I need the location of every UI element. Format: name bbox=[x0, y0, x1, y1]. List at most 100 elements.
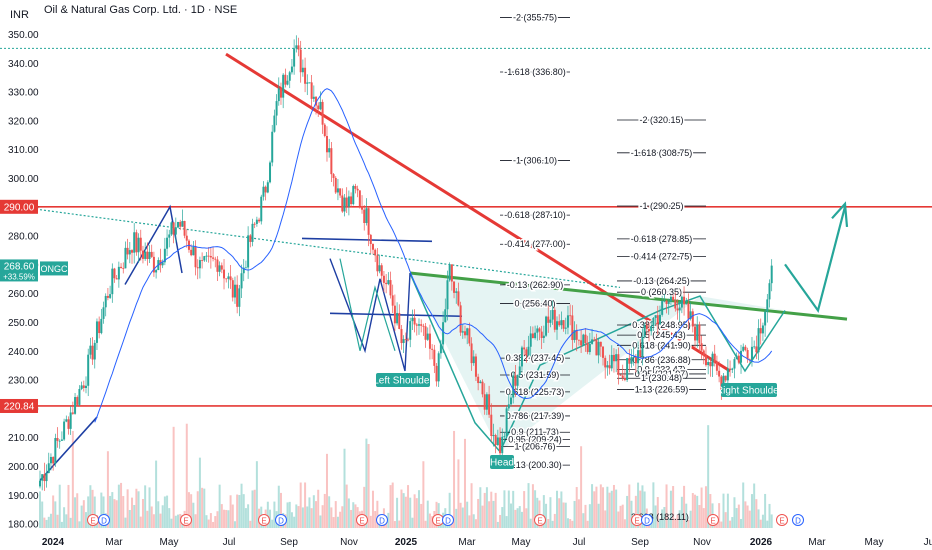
candle-body bbox=[654, 315, 657, 318]
time-axis[interactable]: 2024 Mar May Jul Sep Nov 2025 Mar May Jul Sep Nov 20… bbox=[0, 532, 932, 550]
volume-bar bbox=[288, 501, 291, 528]
candle-body bbox=[339, 188, 342, 196]
dotted-trendline bbox=[39, 209, 621, 289]
symbol-title[interactable]: Oil & Natural Gas Corp. Ltd. · 1D · NSE bbox=[44, 4, 238, 16]
volume-bar bbox=[98, 521, 101, 528]
x-tick-label: Jul bbox=[573, 537, 586, 548]
volume-bar bbox=[759, 519, 762, 528]
candle-body bbox=[689, 311, 692, 319]
candle-body bbox=[764, 311, 767, 326]
blue-line-lower bbox=[329, 312, 463, 318]
volume-bar bbox=[225, 509, 228, 528]
candle-body bbox=[382, 275, 385, 283]
blue-line-upper bbox=[301, 237, 433, 243]
candle-body bbox=[492, 435, 495, 437]
candle-body bbox=[724, 375, 727, 381]
candle-body bbox=[757, 328, 760, 353]
volume-bar bbox=[155, 460, 158, 528]
candle-body bbox=[702, 350, 705, 356]
candle-body bbox=[126, 247, 129, 255]
volume-bar bbox=[216, 511, 219, 528]
volume-bar bbox=[205, 515, 208, 528]
volume-bar bbox=[483, 492, 486, 528]
candle-body bbox=[663, 300, 666, 302]
candle-body bbox=[290, 66, 293, 73]
volume-bar bbox=[172, 426, 175, 528]
fib-level-label: 1.13 (226.59) bbox=[635, 384, 689, 394]
candle-body bbox=[43, 474, 46, 482]
volume-bar bbox=[674, 518, 677, 528]
pattern-labels: Left Shoulder Head Right Shoulder bbox=[373, 373, 783, 469]
volume-bar bbox=[367, 444, 370, 528]
volume-bar bbox=[227, 510, 230, 528]
candle-body bbox=[656, 315, 659, 325]
candle-body bbox=[474, 356, 477, 377]
volume-bar bbox=[619, 505, 622, 528]
x-tick-label: 2026 bbox=[750, 537, 773, 548]
volume-bar bbox=[67, 484, 70, 528]
fib-level-label: 0.786 (236.88) bbox=[632, 355, 691, 365]
volume-bar bbox=[510, 503, 513, 528]
volume-bar bbox=[161, 505, 164, 528]
volume-bar bbox=[233, 521, 236, 528]
candle-body bbox=[330, 148, 333, 175]
volume-bar bbox=[350, 509, 353, 528]
volume-bar bbox=[190, 494, 193, 528]
candle-body bbox=[203, 256, 206, 261]
candle-body bbox=[231, 280, 234, 298]
x-tick-label: Sep bbox=[280, 537, 298, 548]
fib-level-label: 0.382 (237.45) bbox=[506, 353, 565, 363]
candle-body bbox=[74, 397, 77, 414]
candle-body bbox=[262, 186, 265, 197]
candle-body bbox=[755, 346, 758, 353]
fib-level-label: 0.618 (225.73) bbox=[506, 387, 565, 397]
y-tick-label: 250.00 bbox=[8, 318, 39, 329]
candle-body bbox=[334, 177, 337, 193]
volume-bar bbox=[722, 493, 725, 528]
y-tick-label: 190.00 bbox=[8, 491, 39, 502]
volume-bar bbox=[468, 515, 471, 528]
volume-bar bbox=[308, 497, 311, 528]
volume-bar bbox=[192, 502, 195, 528]
volume-bar bbox=[343, 448, 346, 528]
candle-body bbox=[698, 324, 701, 344]
volume-bar bbox=[295, 504, 298, 528]
candle-body bbox=[709, 362, 712, 367]
volume-bar bbox=[82, 500, 85, 528]
candle-body bbox=[89, 345, 92, 355]
fib-level-label: -0.618 (287.10) bbox=[504, 210, 566, 220]
candle-body bbox=[527, 346, 530, 356]
candle-body bbox=[729, 368, 732, 370]
volume-bar bbox=[485, 487, 488, 528]
candle-body bbox=[750, 346, 753, 361]
candle-body bbox=[284, 74, 287, 85]
volume-bar bbox=[696, 495, 699, 528]
candle-body bbox=[253, 223, 256, 225]
candle-body bbox=[170, 222, 173, 235]
event-marker bbox=[641, 514, 653, 526]
candle-body bbox=[415, 324, 418, 326]
volume-bar bbox=[479, 487, 482, 528]
candle-body bbox=[380, 265, 383, 276]
candle-body bbox=[80, 385, 83, 389]
candle-body bbox=[744, 346, 747, 350]
volume-bar bbox=[547, 518, 550, 528]
volume-bar bbox=[389, 485, 392, 528]
candle-body bbox=[41, 474, 44, 481]
volume-bar bbox=[536, 497, 539, 528]
fib-level-label: -1 (306.10) bbox=[513, 155, 557, 165]
volume-bar bbox=[126, 489, 129, 528]
event-marker-label: D bbox=[278, 517, 284, 526]
candle-body bbox=[249, 235, 252, 242]
candle-body bbox=[580, 340, 583, 346]
volume-bar bbox=[170, 518, 173, 528]
pattern-shade bbox=[410, 273, 785, 452]
volume-bar bbox=[89, 485, 92, 528]
candle-body bbox=[52, 456, 55, 464]
candle-body bbox=[518, 366, 521, 375]
candle-body bbox=[694, 326, 697, 341]
volume-bar bbox=[748, 510, 751, 528]
candle-body bbox=[652, 317, 655, 327]
volume-bar bbox=[214, 516, 217, 528]
